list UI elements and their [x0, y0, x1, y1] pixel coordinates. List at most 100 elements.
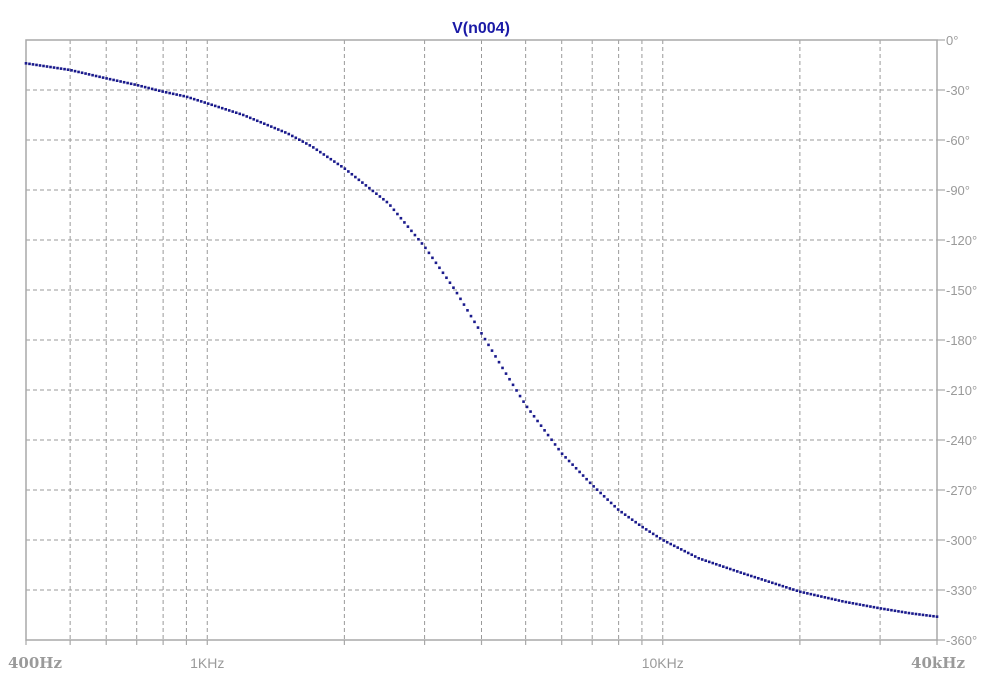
data-point [389, 204, 392, 207]
y-tick-label: -30° [946, 83, 970, 98]
data-point [59, 67, 63, 70]
data-point [234, 111, 238, 115]
data-point [294, 136, 298, 140]
data-point [213, 104, 217, 108]
data-point [630, 518, 634, 521]
data-point [273, 126, 277, 130]
x-tick-label: 400Hz [8, 654, 62, 672]
data-point [136, 84, 140, 87]
data-point [80, 71, 84, 75]
data-point [231, 110, 235, 113]
data-point [354, 175, 357, 179]
data-point [203, 101, 206, 104]
data-point [515, 389, 518, 392]
data-point [175, 93, 178, 96]
data-point [539, 424, 543, 427]
data-point [792, 588, 795, 591]
data-point [217, 105, 221, 109]
data-point [704, 559, 708, 562]
data-point [368, 186, 371, 190]
data-point [392, 208, 396, 212]
data-point [522, 400, 525, 403]
data-point [403, 221, 406, 224]
data-point [508, 377, 511, 381]
data-point [795, 589, 799, 592]
data-point [371, 189, 375, 193]
data-point [157, 89, 161, 92]
data-point [820, 595, 823, 598]
data-point [637, 523, 641, 527]
data-point [739, 571, 743, 574]
data-point [480, 332, 483, 335]
data-point [42, 64, 45, 68]
data-point [883, 607, 886, 611]
data-point [511, 383, 515, 387]
data-point [413, 233, 417, 237]
data-point [431, 256, 434, 260]
data-point [105, 77, 108, 80]
data-point [420, 242, 424, 245]
data-point [865, 604, 869, 608]
data-point [168, 91, 171, 95]
data-point [914, 612, 918, 616]
data-point [641, 525, 644, 529]
data-point [347, 170, 350, 173]
data-point [834, 598, 837, 602]
data-point [266, 123, 270, 127]
data-point [290, 134, 294, 138]
data-point [841, 599, 844, 603]
y-tick-label: -90° [946, 183, 970, 198]
data-point [445, 276, 448, 280]
data-point [781, 584, 785, 588]
data-point [679, 548, 683, 551]
data-point [925, 614, 928, 617]
data-point [308, 144, 312, 147]
data-point [848, 601, 851, 604]
data-point [63, 67, 66, 71]
y-tick-label: -120° [946, 233, 977, 248]
data-point [192, 97, 196, 101]
data-point [837, 599, 841, 602]
y-tick-label: -240° [946, 433, 977, 448]
data-point [620, 510, 623, 514]
data-point [333, 160, 336, 163]
data-point [774, 582, 778, 586]
data-point [336, 162, 340, 166]
data-point [753, 575, 757, 579]
data-point [178, 94, 182, 97]
data-point [49, 65, 52, 69]
data-point [490, 349, 494, 352]
data-point [616, 508, 620, 511]
data-point [504, 372, 508, 375]
data-point [70, 69, 73, 72]
data-point [690, 553, 694, 557]
data-point [255, 119, 259, 123]
data-point [855, 602, 858, 606]
data-point [588, 481, 592, 485]
data-point [879, 607, 883, 610]
data-point [424, 246, 427, 250]
data-point [648, 530, 651, 533]
data-point [73, 69, 77, 73]
data-point [448, 281, 452, 285]
data-point [210, 103, 214, 107]
data-point [483, 337, 487, 341]
data-point [462, 303, 466, 306]
data-point [585, 477, 588, 481]
data-point [606, 498, 609, 501]
data-point [350, 172, 354, 176]
data-point [876, 606, 879, 610]
data-point [406, 225, 410, 228]
data-point [728, 567, 732, 571]
data-point [161, 90, 164, 93]
data-point [52, 66, 56, 69]
data-point [262, 122, 266, 125]
data-point [375, 192, 378, 196]
data-point [686, 551, 690, 555]
data-point [518, 394, 522, 398]
data-point [441, 271, 445, 275]
data-point [276, 128, 280, 131]
data-point [269, 125, 273, 128]
data-point [550, 438, 553, 442]
data-point [536, 419, 539, 423]
